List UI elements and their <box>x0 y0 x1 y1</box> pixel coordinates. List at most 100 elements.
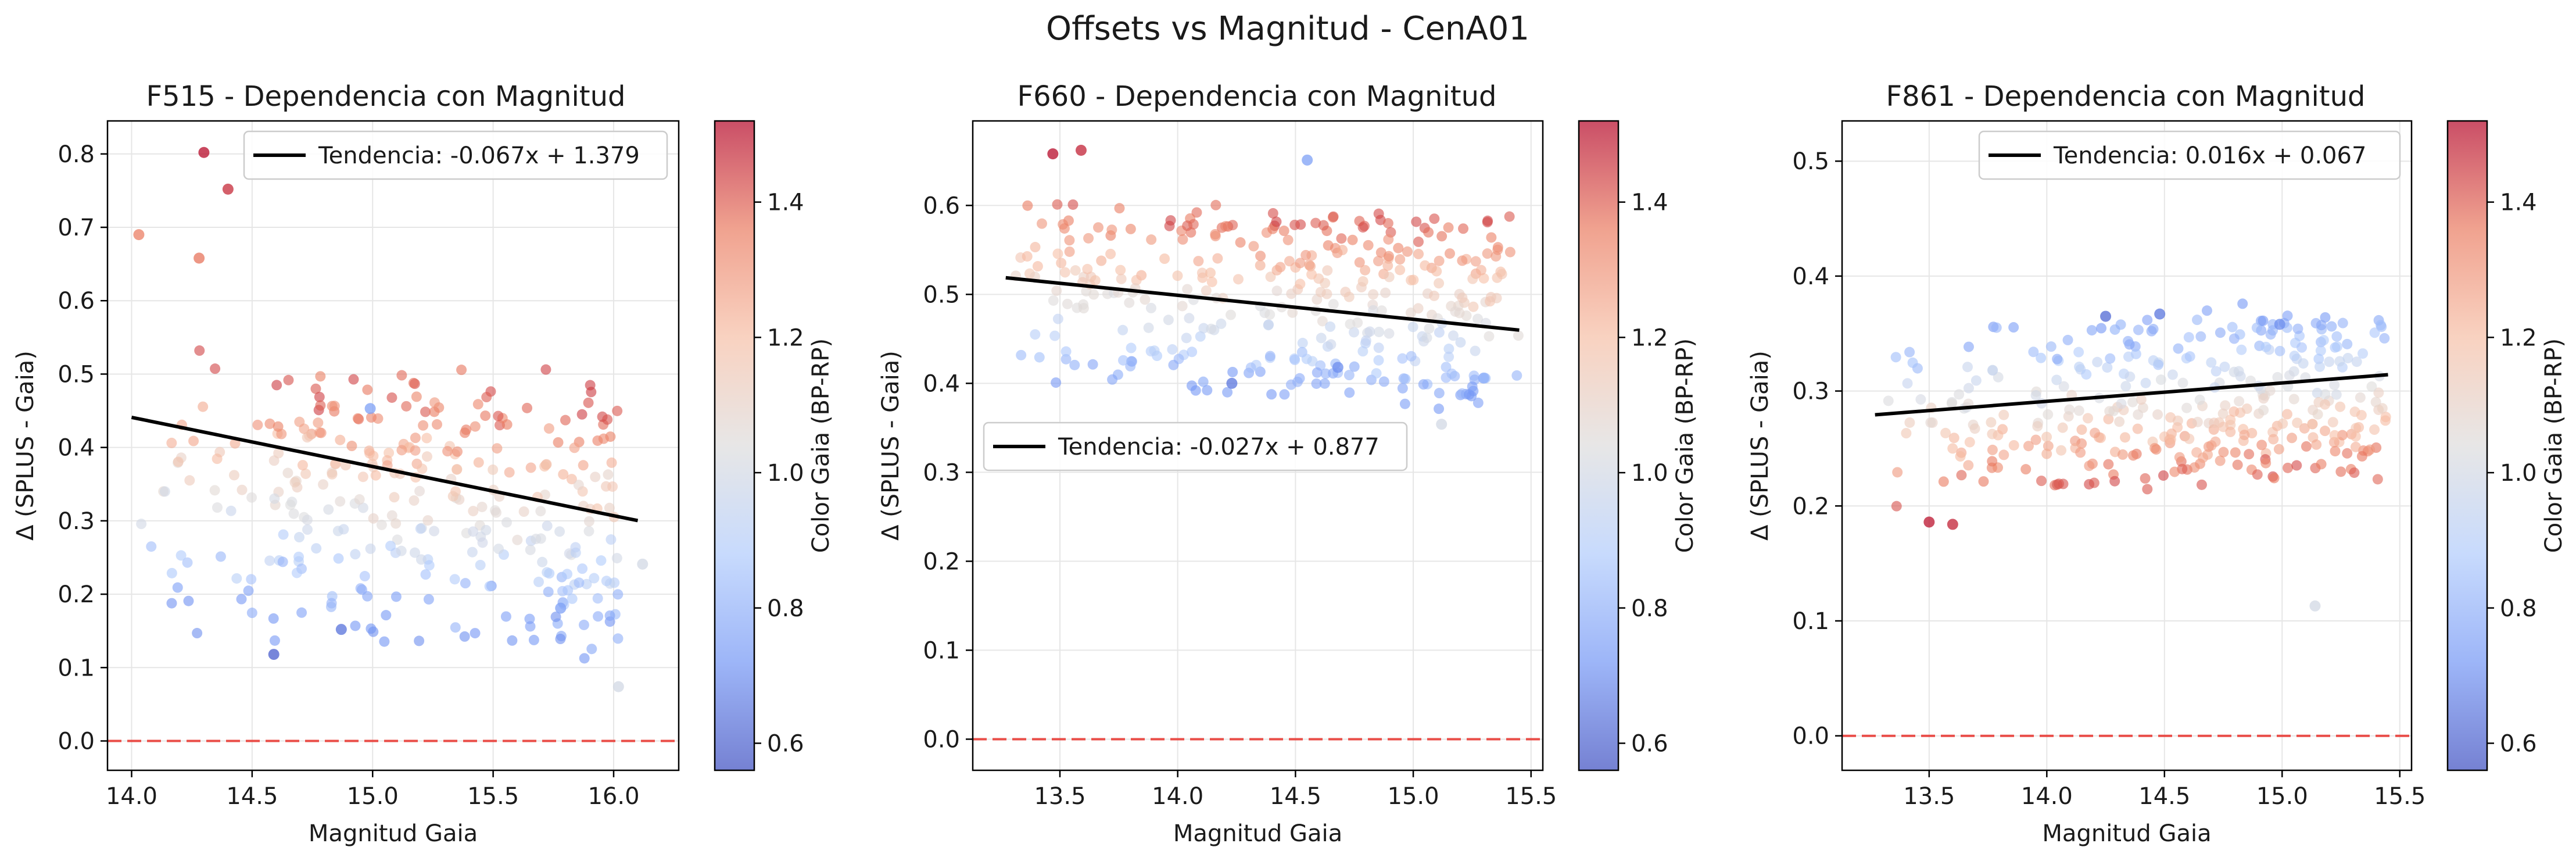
scatter-point <box>1946 398 1957 409</box>
y-tick-label: 0.4 <box>58 435 95 462</box>
colorbar: 0.6 0.8 1.0 1.2 1.4 Color Gaia (BP-RP) <box>2446 120 2567 771</box>
scatter-point <box>2032 421 2043 432</box>
scatter-point <box>1106 224 1117 235</box>
scatter-point <box>1090 275 1101 286</box>
scatter-point <box>429 397 440 408</box>
scatter-point <box>1407 321 1418 333</box>
scatter-point <box>2103 413 2114 424</box>
scatter-point <box>2036 476 2047 487</box>
scatter-point <box>1915 394 1926 405</box>
scatter-point <box>264 418 275 429</box>
scatter-point <box>1088 289 1099 300</box>
scatter-point <box>2324 356 2335 367</box>
scatter-point <box>252 419 263 430</box>
scatter-point <box>2260 341 2272 352</box>
scatter-point <box>133 229 145 241</box>
scatter-point <box>2331 389 2342 400</box>
scatter-point <box>283 374 294 385</box>
y-tick-label: 0.6 <box>58 288 95 315</box>
scatter-point <box>1923 516 1935 528</box>
scatter-point <box>1105 248 1116 259</box>
scatter-point <box>1363 240 1374 251</box>
scatter-point <box>2045 341 2056 352</box>
scatter-point <box>586 644 597 655</box>
scatter-point <box>1059 267 1070 278</box>
y-tick-label: 0.2 <box>58 581 95 608</box>
scatter-point <box>417 463 428 474</box>
scatter-point <box>2008 322 2019 333</box>
scatter-point <box>2350 431 2361 442</box>
scatter-point <box>2215 455 2226 466</box>
scatter-point <box>2023 441 2034 452</box>
scatter-point <box>1357 346 1368 357</box>
scatter-point <box>1448 330 1459 341</box>
scatter-point <box>535 506 546 517</box>
scatter-point <box>1947 443 1958 454</box>
scatter-point <box>452 464 463 475</box>
scatter-point <box>1052 313 1063 324</box>
scatter-point <box>2082 413 2093 424</box>
scatter-point <box>2369 327 2380 338</box>
colorbar-tick-label: 0.6 <box>2500 730 2537 757</box>
scatter-point <box>1187 346 1198 358</box>
scatter-point <box>1051 285 1062 296</box>
scatter-point <box>327 469 338 480</box>
scatter-point <box>2230 447 2241 458</box>
scatter-point <box>264 555 275 566</box>
scatter-point <box>1114 203 1125 214</box>
scatter-point <box>493 544 504 555</box>
scatter-point <box>316 427 327 438</box>
legend: Tendencia: -0.027x + 0.877 <box>983 421 1408 471</box>
scatter-point <box>2312 409 2323 420</box>
y-axis-label: Δ (SPLUS - Gaia) <box>877 351 904 541</box>
scatter-point <box>2183 332 2194 343</box>
colorbar: 0.6 0.8 1.0 1.2 1.4 Color Gaia (BP-RP) <box>1578 120 1699 771</box>
x-tick-label: 14.0 <box>106 783 157 810</box>
scatter-point <box>1496 269 1507 280</box>
scatter-point <box>1455 337 1466 348</box>
legend: Tendencia: 0.016x + 0.067 <box>1978 130 2401 180</box>
colorbar-label: Color Gaia (BP-RP) <box>808 338 834 553</box>
scatter-point <box>593 611 604 622</box>
scatter-point <box>302 515 313 526</box>
scatter-point <box>596 555 607 566</box>
scatter-point <box>2167 369 2178 380</box>
scatter-point <box>2229 366 2240 377</box>
scatter-point <box>2132 423 2143 434</box>
scatter-point <box>2215 327 2226 338</box>
scatter-point <box>2041 431 2052 442</box>
scatter-point <box>2203 441 2214 452</box>
scatter-point <box>209 485 220 496</box>
scatter-point <box>472 399 483 410</box>
scatter-point <box>1267 208 1278 219</box>
trend-line <box>131 415 639 523</box>
scatter-point <box>1356 282 1367 293</box>
scatter-point <box>1504 246 1515 258</box>
scatter-point <box>522 402 533 413</box>
scatter-point <box>2335 401 2346 412</box>
scatter-point <box>1083 233 1094 244</box>
scatter-point <box>1368 289 1379 300</box>
scatter-point <box>1457 255 1468 266</box>
scatter-point <box>2062 334 2073 345</box>
scatter-point <box>2298 358 2309 369</box>
scatter-point <box>1384 328 1395 339</box>
scatter-point <box>2036 352 2047 363</box>
scatter-point <box>409 547 420 558</box>
scatter-point <box>1938 476 1949 487</box>
scatter-point <box>366 623 377 634</box>
scatter-point <box>1328 299 1339 310</box>
scatter-point <box>183 595 194 606</box>
scatter-point <box>484 581 495 592</box>
scatter-point <box>188 435 199 446</box>
legend: Tendencia: -0.067x + 1.379 <box>243 130 668 180</box>
scatter-point <box>246 574 257 585</box>
scatter-point <box>1320 368 1331 379</box>
scatter-point <box>450 622 461 633</box>
scatter-point <box>1316 333 1327 344</box>
scatter-point <box>136 519 147 530</box>
scatter-point <box>2127 396 2138 408</box>
scatter-point <box>1188 219 1199 230</box>
scatter-point <box>300 468 311 479</box>
scatter-point <box>1347 234 1358 245</box>
